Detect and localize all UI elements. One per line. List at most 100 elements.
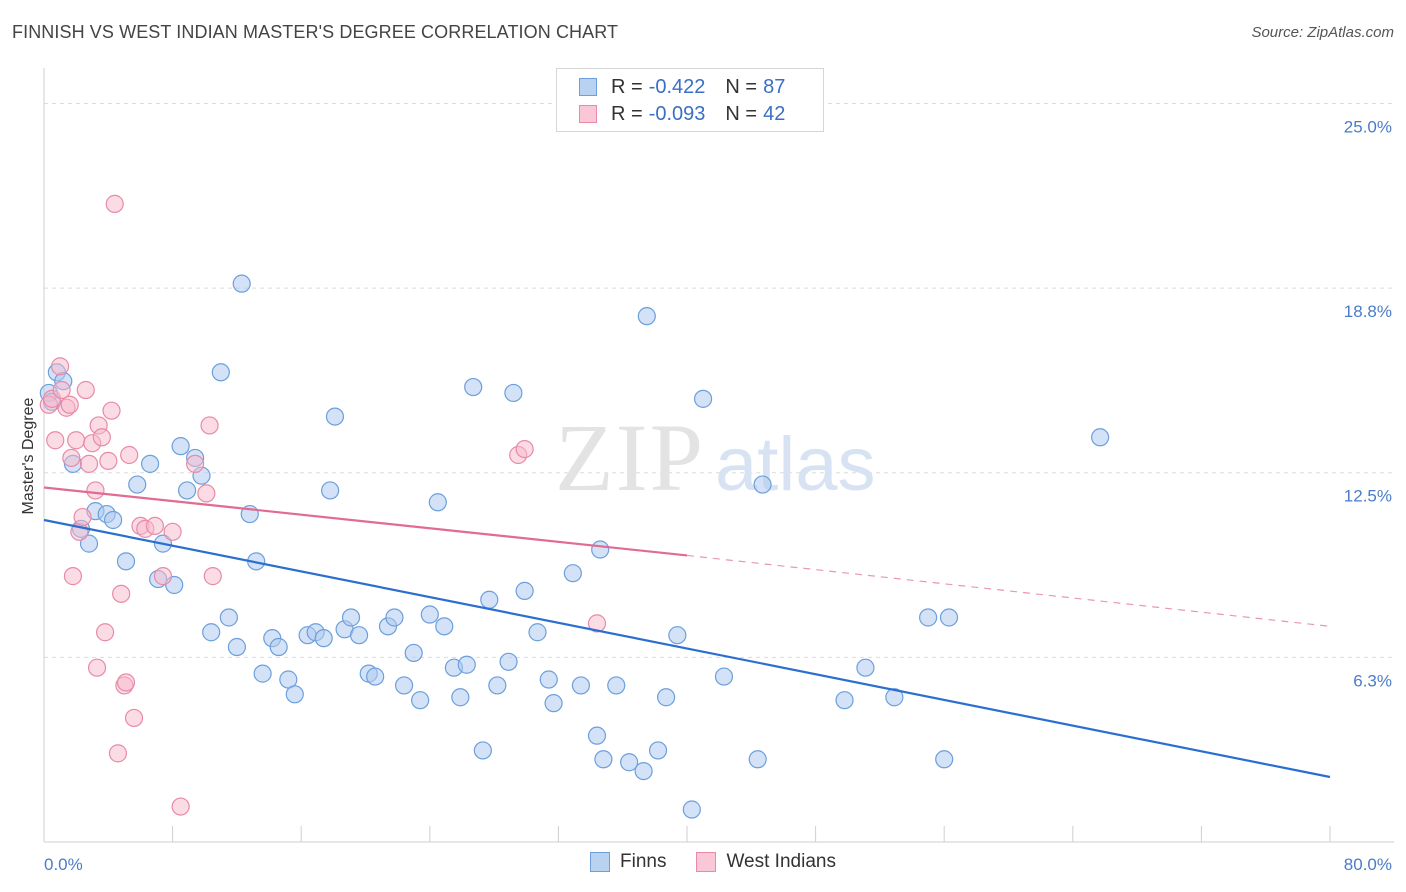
watermark-atlas: atlas	[715, 422, 876, 507]
west-indians-point	[95, 623, 115, 642]
west-indians-point	[153, 567, 173, 586]
finns-point	[607, 676, 626, 695]
finns-point	[420, 605, 439, 624]
finns-point	[451, 688, 470, 707]
west-indians-point	[587, 614, 607, 633]
west-indians-point	[67, 431, 86, 450]
west-indians-point	[87, 658, 107, 677]
legend-item-finns: Finns	[590, 851, 666, 873]
west-indians-point	[99, 451, 118, 471]
finns-swatch	[579, 78, 597, 96]
x-tick-label: 80.0%	[1344, 855, 1392, 874]
grid	[44, 102, 1394, 658]
finns-point	[394, 676, 414, 695]
finns-point	[563, 564, 582, 583]
finns-point	[428, 493, 447, 512]
finns-point	[341, 608, 361, 627]
west-indians-point	[112, 584, 131, 603]
finns-point	[515, 581, 534, 600]
chart-title: FINNISH VS WEST INDIAN MASTER'S DEGREE C…	[12, 22, 619, 42]
y-axis-label: Master's Degree	[20, 397, 37, 514]
trend-lines	[43, 486, 1331, 779]
west-indians-point	[116, 673, 136, 692]
finns-point	[753, 475, 772, 494]
finns-point	[480, 590, 499, 609]
finns-point	[544, 694, 563, 713]
west-indians-point	[73, 507, 92, 527]
finns-point	[473, 741, 492, 760]
finns-point	[227, 637, 246, 657]
finns-trend-line	[43, 518, 1331, 779]
legend-row-west-indians: R = -0.093 N = 42	[579, 102, 785, 126]
watermark: ZIP atlas	[555, 404, 876, 511]
finns-point	[488, 676, 507, 695]
finns-point	[219, 608, 238, 627]
legend-n-value: 42	[763, 102, 786, 125]
west-indians-point	[171, 797, 190, 816]
finns-point	[435, 617, 454, 636]
y-tick-label: 12.5%	[1344, 487, 1392, 506]
tick-labels: 6.3% 12.5% 18.8% 25.0% 0.0% 80.0%	[44, 117, 1392, 874]
west-indians-point	[197, 484, 216, 503]
finns-point	[325, 407, 345, 426]
finns-legend-swatch	[590, 852, 610, 872]
finns-point	[504, 383, 523, 403]
finns-point	[202, 623, 221, 642]
finns-point	[269, 637, 288, 657]
west-indians-point	[62, 448, 81, 468]
finns-point	[591, 540, 610, 559]
finns-point	[177, 481, 197, 500]
finns-point	[748, 750, 767, 769]
finns-point	[457, 655, 476, 674]
source-label: Source: ZipAtlas.com	[1251, 24, 1394, 41]
west-indians-point	[79, 454, 99, 473]
finns-point	[620, 753, 639, 772]
west-indians-point	[102, 401, 121, 420]
west-indians-trend-line	[43, 486, 688, 557]
finns-point	[211, 363, 230, 382]
west-indians-point	[145, 516, 165, 536]
finns-point	[104, 510, 123, 530]
west-indians-point	[186, 454, 205, 473]
west-indians-point	[124, 708, 144, 728]
finns-point	[648, 741, 668, 760]
finns-point	[79, 534, 99, 553]
west-indians-point	[105, 194, 124, 213]
finns-point	[885, 688, 904, 707]
finns-point	[128, 475, 147, 494]
series-west-indians	[39, 194, 607, 816]
west-indians-trend-extension	[686, 554, 1331, 627]
watermark-zip: ZIP	[555, 404, 705, 511]
finns-point	[935, 750, 954, 769]
west-indians-point	[200, 416, 219, 435]
finns-point	[634, 761, 653, 781]
west-indians-point	[92, 428, 111, 447]
finns-point	[464, 377, 483, 397]
y-tick-label: 6.3%	[1353, 671, 1392, 690]
series-finns	[39, 274, 1110, 819]
west-indians-point	[52, 380, 71, 400]
finns-point	[528, 623, 547, 642]
legend-n-value: 87	[763, 75, 786, 98]
finns-point	[637, 307, 656, 326]
finns-point	[171, 437, 190, 456]
west-indians-point	[163, 522, 182, 541]
legend-item-west-indians: West Indians	[696, 851, 836, 873]
legend-r-value: -0.093	[648, 102, 706, 125]
legend-row-finns: R = -0.422 N = 87	[579, 75, 785, 99]
finns-point	[253, 664, 272, 683]
finns-point	[116, 552, 136, 571]
finns-point	[668, 626, 687, 645]
west-indians-point	[46, 431, 65, 450]
legend-n-label: N =	[725, 102, 758, 125]
west-indians-point	[63, 567, 83, 586]
finns-point	[366, 667, 385, 686]
axes	[43, 68, 1394, 843]
finns-point	[1091, 428, 1110, 447]
west-indians-point	[76, 380, 95, 400]
series-legend: Finns West Indians	[590, 851, 866, 873]
finns-legend-label: Finns	[620, 851, 667, 872]
finns-point	[594, 750, 613, 769]
finns-point	[232, 274, 251, 293]
west-indians-point	[515, 439, 534, 459]
